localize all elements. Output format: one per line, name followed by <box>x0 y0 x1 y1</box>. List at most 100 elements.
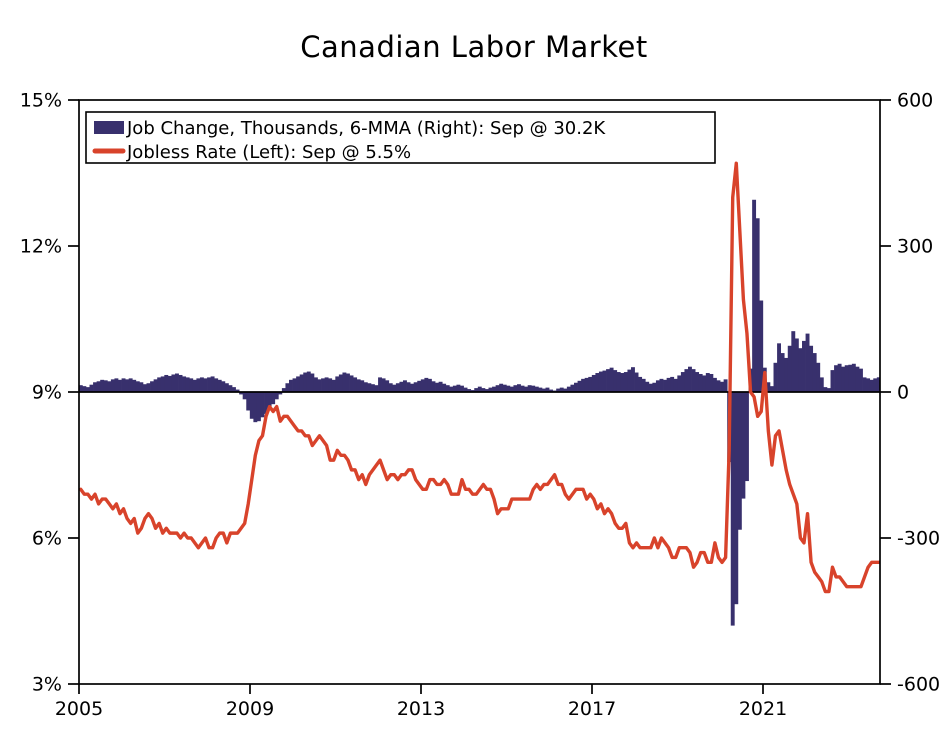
job-change-bar <box>488 387 493 392</box>
job-change-bar <box>399 381 404 392</box>
job-change-bar <box>734 392 739 605</box>
legend-entry-label: Job Change, Thousands, 6-MMA (Right): Se… <box>126 118 606 139</box>
chart-title: Canadian Labor Market <box>300 30 647 64</box>
job-change-bar <box>79 385 83 392</box>
job-change-bar <box>616 372 621 392</box>
y-left-tick-label: 6% <box>32 528 62 550</box>
job-change-bar <box>802 340 806 392</box>
job-change-bar <box>613 370 618 392</box>
job-change-bar <box>346 373 350 392</box>
job-change-bar <box>752 199 757 392</box>
job-change-bar <box>695 372 700 392</box>
job-change-bar <box>602 370 607 392</box>
job-change-bar <box>688 366 692 392</box>
job-change-bar <box>851 363 856 392</box>
job-change-bar <box>93 382 97 392</box>
job-change-bar <box>566 386 571 392</box>
job-change-bar <box>841 366 846 392</box>
y-right-tick-label: -600 <box>897 674 940 696</box>
job-change-bar <box>541 388 546 392</box>
legend-bar-swatch-icon <box>94 121 124 134</box>
job-change-bar <box>388 383 393 392</box>
job-change-bar <box>221 381 226 392</box>
job-change-bar <box>249 392 254 419</box>
job-change-bar <box>207 377 211 392</box>
job-change-bar <box>631 367 635 392</box>
job-change-bar <box>556 388 561 392</box>
job-change-bar <box>666 377 671 392</box>
job-change-bar <box>474 388 479 392</box>
job-change-bar <box>584 377 589 392</box>
job-change-bar <box>538 387 543 392</box>
job-change-bar <box>189 378 194 392</box>
job-change-bar <box>85 387 90 392</box>
job-change-bar <box>484 389 489 392</box>
job-change-bar <box>481 388 486 392</box>
job-change-bar <box>513 385 518 392</box>
job-change-bar <box>285 383 290 392</box>
job-change-bar <box>527 385 532 392</box>
job-change-bar <box>178 374 183 392</box>
job-change-bar <box>328 378 333 392</box>
job-change-bar <box>335 376 340 392</box>
job-change-bar <box>755 218 760 392</box>
job-change-bar <box>449 386 454 392</box>
job-change-bar <box>780 353 785 392</box>
job-change-bar <box>673 378 678 392</box>
job-change-bar <box>663 379 667 392</box>
job-change-bar <box>534 386 539 392</box>
job-change-bar <box>363 382 368 392</box>
job-change-bar <box>509 386 514 392</box>
job-change-bar <box>164 374 169 392</box>
jobless-rate-line <box>79 161 880 594</box>
job-change-bar <box>242 392 247 400</box>
y-left-tick-label: 9% <box>32 382 62 404</box>
job-change-bar <box>634 372 639 392</box>
job-change-bar <box>477 386 482 392</box>
job-change-bar <box>524 386 529 392</box>
job-change-bar <box>645 381 650 392</box>
job-change-bar <box>499 383 504 392</box>
job-change-bar <box>417 380 422 392</box>
job-change-bar <box>595 373 600 392</box>
job-change-bar <box>652 382 657 392</box>
job-change-bar <box>214 378 219 392</box>
x-axis: 2005 2009 2013 2017 2021 <box>55 684 787 720</box>
job-change-bar <box>623 372 628 392</box>
job-change-bar <box>264 392 268 414</box>
job-change-bar <box>784 357 789 392</box>
job-change-bar <box>196 378 201 392</box>
job-change-bar <box>641 378 646 392</box>
job-change-bar <box>855 366 860 392</box>
job-change-bar <box>342 372 347 392</box>
job-change-bar <box>702 375 707 392</box>
job-change-bar <box>705 373 710 392</box>
job-change-bar <box>299 374 304 392</box>
job-change-bar <box>574 382 578 392</box>
job-change-bar <box>289 379 293 392</box>
job-change-bar <box>467 389 472 392</box>
job-change-bar <box>862 377 867 392</box>
job-change-bar <box>655 380 660 392</box>
job-change-bar <box>310 373 315 392</box>
job-change-bar <box>438 381 443 392</box>
job-change-bar <box>495 385 500 392</box>
job-change-bar <box>869 379 874 392</box>
job-change-bar <box>769 386 774 392</box>
job-change-bar <box>306 371 311 392</box>
job-change-bar <box>737 392 742 530</box>
job-change-bar <box>680 372 685 392</box>
job-change-bar <box>506 385 511 392</box>
job-change-bar <box>431 381 436 392</box>
job-change-bar <box>606 369 610 392</box>
job-change-bar <box>338 374 343 392</box>
job-change-bar <box>271 392 276 405</box>
job-change-bar <box>317 379 322 392</box>
job-change-bar <box>292 378 297 392</box>
job-change-bar <box>82 386 87 392</box>
job-change-bar <box>648 383 653 392</box>
job-change-bar <box>837 363 842 392</box>
job-change-bar <box>167 375 172 392</box>
job-change-bar <box>570 384 575 392</box>
job-change-bar <box>794 338 799 392</box>
